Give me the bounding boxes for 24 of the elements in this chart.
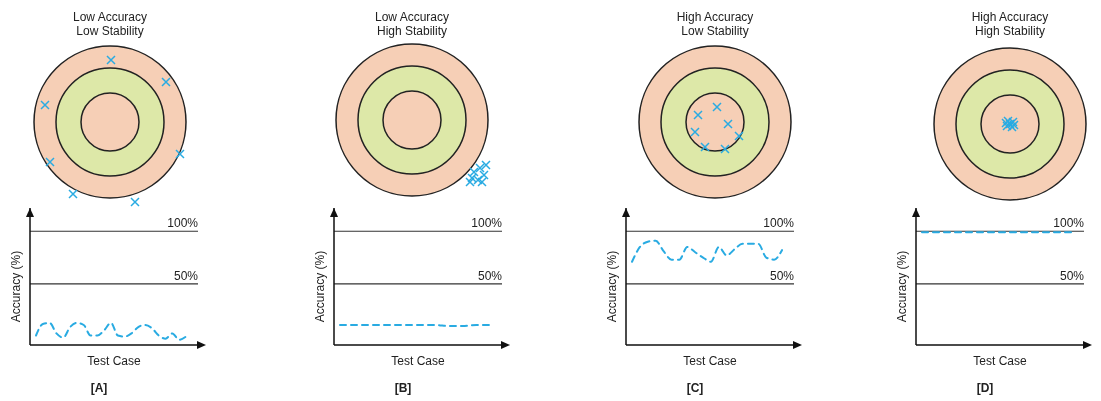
- ref-line-label: 50%: [769, 268, 795, 283]
- y-axis-title: Accuracy (%): [895, 250, 909, 323]
- ref-line-label: 50%: [477, 268, 503, 283]
- chart-title: High Accuracy Low Stability: [676, 10, 754, 38]
- x-axis-title: Test Case: [683, 354, 737, 368]
- y-axis-title: Accuracy (%): [313, 250, 327, 323]
- ref-line-label: 100%: [471, 216, 503, 231]
- chart-title: Low Accuracy High Stability: [374, 10, 450, 38]
- chart-title: High Accuracy High Stability: [971, 10, 1049, 38]
- ref-line-label: 100%: [1053, 216, 1085, 231]
- ref-line-label: 100%: [763, 216, 795, 231]
- y-axis-title: Accuracy (%): [9, 250, 23, 323]
- text: [C]: [686, 381, 704, 395]
- x-axis-title: Test Case: [87, 354, 141, 368]
- text: [B]: [394, 381, 412, 395]
- text: [D]: [976, 381, 994, 395]
- ref-line-label: 50%: [173, 268, 199, 283]
- text: [A]: [90, 381, 108, 395]
- ref-line-label: 50%: [1059, 268, 1085, 283]
- y-axis-title: Accuracy (%): [605, 250, 619, 323]
- chart-title: Low Accuracy Low Stability: [72, 10, 148, 38]
- x-axis-title: Test Case: [973, 354, 1027, 368]
- ref-line-label: 100%: [167, 216, 199, 231]
- x-axis-title: Test Case: [391, 354, 445, 368]
